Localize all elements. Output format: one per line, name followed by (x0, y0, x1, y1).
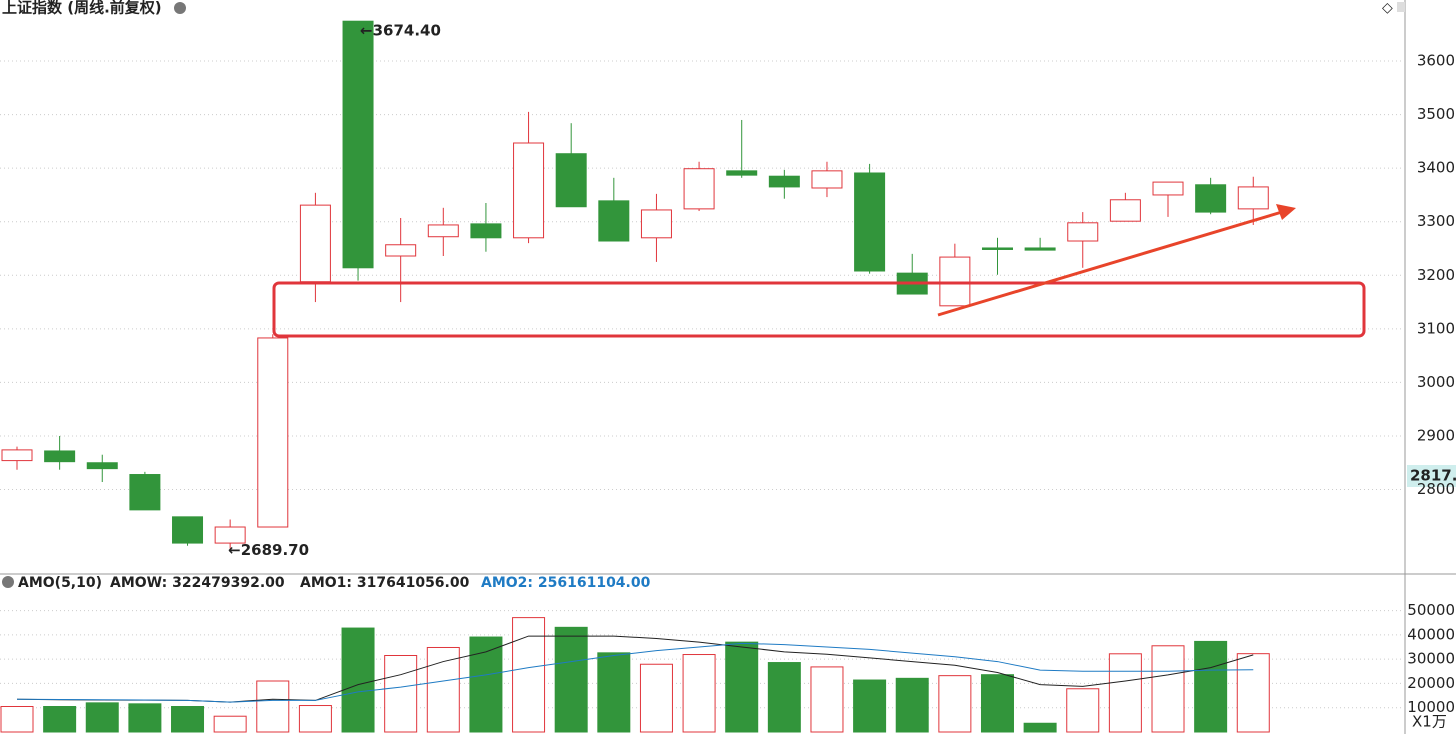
volume-bar (426, 646, 460, 733)
ma-line (16, 642, 1254, 703)
y-tick-label: 10000 (1407, 698, 1455, 716)
volume-bar (1151, 645, 1185, 733)
volume-bar (512, 617, 546, 733)
candle-body (811, 170, 843, 189)
high-annotation: ←3674.40 (360, 22, 441, 40)
trend-arrow (937, 210, 1283, 317)
candle-body (1195, 184, 1227, 213)
y-tick-label: 3400 (1417, 159, 1455, 177)
volume-bar (213, 715, 247, 733)
candle-body (726, 170, 758, 176)
candle-body (598, 200, 630, 242)
candle-body (299, 204, 331, 283)
candle-body (939, 256, 971, 307)
candle-body (427, 224, 459, 238)
y-tick-label: 50000 (1407, 601, 1455, 619)
volume-bar (469, 636, 503, 733)
candle-body (1237, 186, 1269, 210)
volume-bar (341, 627, 375, 733)
candle-body (1109, 199, 1141, 222)
volume-bar (0, 706, 34, 733)
indicator-value: AMO2: 256161104.00 (481, 575, 651, 591)
volume-bar (639, 663, 673, 733)
candle-body (555, 153, 587, 208)
candle-body (172, 516, 204, 544)
volume-bar (810, 666, 844, 733)
volume-bar (171, 706, 205, 733)
volume-bar (597, 652, 631, 733)
menu-icon[interactable] (2, 576, 14, 588)
y-tick-label: 3100 (1417, 319, 1455, 337)
volume-bar (1066, 688, 1100, 733)
y-tick-label: 3500 (1417, 105, 1455, 123)
low-annotation: ←2689.70 (228, 541, 309, 559)
y-tick-label: 20000 (1407, 674, 1455, 692)
volume-bar (1108, 653, 1142, 733)
y-tick-label: 40000 (1407, 625, 1455, 643)
volume-bar (1236, 653, 1270, 733)
candle-body (129, 474, 161, 511)
chart-title: 上证指数 (周线.前复权) (2, 0, 162, 17)
y-tick-label: 3600 (1417, 52, 1455, 70)
volume-bar (384, 655, 418, 733)
volume-bar (895, 677, 929, 733)
candle-body (981, 247, 1013, 250)
candle-body (1024, 247, 1056, 251)
y-tick-label: 3000 (1417, 373, 1455, 391)
indicator-value: AMO1: 317641056.00 (300, 575, 470, 591)
arrow-head (1276, 204, 1296, 220)
volume-bar (256, 680, 290, 733)
y-tick-label: 2800 (1417, 480, 1455, 498)
candle-body (1067, 222, 1099, 242)
unit-label: X1万 (1412, 713, 1447, 731)
candle-body (44, 450, 76, 463)
volume-bar (938, 675, 972, 733)
diamond-icon[interactable]: ◇ (1382, 0, 1393, 16)
volume-bar (554, 626, 588, 733)
volume-bar (298, 705, 332, 733)
y-tick-label: 30000 (1407, 650, 1455, 668)
volume-bar (725, 641, 759, 733)
indicator-title: AMO(5,10) (18, 575, 102, 591)
volume-bar (128, 703, 162, 733)
candle-body (214, 526, 246, 544)
y-tick-label: 3200 (1417, 266, 1455, 284)
current-price: 2817. (1410, 467, 1456, 485)
candle-body (768, 175, 800, 188)
candle-body (257, 337, 289, 528)
candle-body (1, 449, 33, 462)
candle-body (470, 223, 502, 239)
candle-body (86, 462, 118, 470)
volume-bar (853, 679, 887, 733)
candle-body (1152, 181, 1184, 196)
candle-body (854, 172, 886, 272)
volume-bar (682, 654, 716, 733)
candle-body (513, 142, 545, 239)
y-tick-label: 3300 (1417, 212, 1455, 230)
candle-body (342, 20, 374, 269)
indicator-value: AMOW: 322479392.00 (110, 575, 285, 591)
candle-body (385, 244, 417, 257)
volume-bar (85, 702, 119, 733)
scroll-icon[interactable] (1397, 2, 1405, 12)
volume-bar (1023, 722, 1057, 733)
menu-icon[interactable] (174, 2, 186, 14)
support-zone (272, 281, 1366, 338)
current-price-box (1407, 465, 1456, 487)
y-tick-label: 2900 (1417, 426, 1455, 444)
volume-bar (980, 674, 1014, 733)
volume-bar (43, 706, 77, 733)
candle-body (640, 209, 672, 239)
volume-bar (767, 662, 801, 733)
volume-bar (1194, 640, 1228, 733)
candle-body (683, 168, 715, 210)
